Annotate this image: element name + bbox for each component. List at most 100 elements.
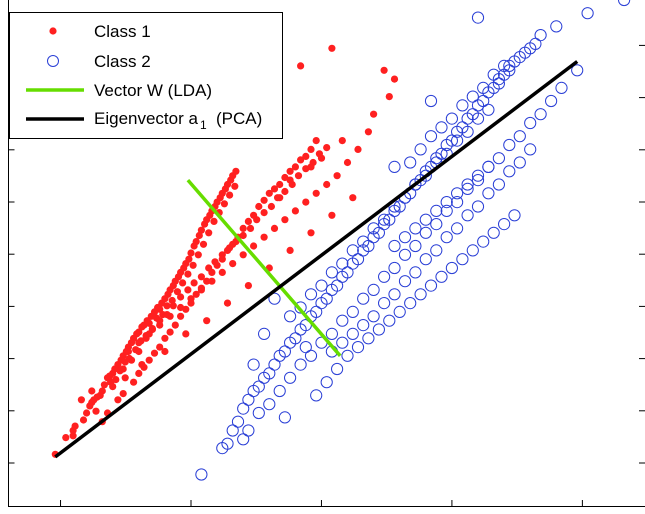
class2-point-137: [461, 178, 474, 191]
class1-point-203: [328, 211, 336, 219]
class1-point-145: [226, 244, 234, 252]
class2-point-185: [258, 327, 271, 340]
class1-point-76: [210, 217, 218, 225]
class2-point-90: [284, 310, 297, 323]
class1-point-194: [138, 361, 146, 369]
class1-point-190: [77, 396, 85, 404]
class2-point-129: [524, 143, 537, 156]
class2-point-160: [414, 288, 427, 301]
class1-point-115: [239, 224, 247, 232]
class2-point-122: [451, 222, 464, 235]
class2-point-91: [294, 301, 307, 314]
class2-point-81: [461, 182, 474, 195]
class2-point-121: [440, 231, 453, 244]
class1-point-102: [171, 321, 179, 329]
class1-point-149: [253, 216, 261, 224]
class1-point-140: [190, 279, 198, 287]
class2-point-152: [331, 362, 344, 376]
class1-point-155: [294, 172, 303, 180]
class1-point-119: [260, 196, 268, 204]
class2-point-98: [367, 222, 380, 235]
class1-point-168: [343, 158, 352, 167]
class2-point-64: [284, 371, 297, 384]
class1-point-103: [177, 312, 185, 320]
class2-point-146: [466, 90, 479, 103]
class2-point-75: [398, 248, 412, 261]
class2-point-175: [550, 20, 563, 33]
class1-point-89: [232, 167, 240, 175]
legend-class2-label: Class 2: [94, 52, 151, 71]
axes-frame: [8, 0, 645, 507]
class2-point-133: [419, 213, 432, 226]
class1-point-198: [223, 299, 232, 307]
class1-point-69: [197, 226, 205, 234]
class2-point-125: [482, 187, 495, 200]
class2-point-188: [247, 358, 260, 371]
class2-point-168: [498, 218, 511, 231]
class1-point-166: [364, 128, 372, 136]
class1-point-143: [211, 258, 219, 266]
class1-point-129: [312, 137, 320, 145]
class1-point-196: [182, 330, 190, 338]
class1-point-177: [250, 242, 258, 250]
class1-point-170: [323, 180, 331, 189]
class2-point-117: [398, 275, 412, 288]
class1-point-173: [291, 207, 299, 215]
class2-point-2: [221, 437, 234, 450]
class1-point-181: [208, 277, 216, 285]
class1-point-85: [226, 191, 234, 199]
class1-point-178: [239, 251, 247, 259]
class2-point-141: [414, 143, 427, 156]
class2-point-19: [310, 305, 323, 318]
class1-point-162: [370, 110, 378, 118]
class2-point-61: [252, 406, 265, 420]
class1-point-148: [246, 224, 255, 232]
class2-point-186: [299, 341, 312, 354]
class2-point-157: [383, 314, 396, 327]
class1-point-192: [109, 383, 117, 391]
class1-point-144: [218, 251, 226, 259]
legend: Class 1 Class 2 Vector W (LDA) Eigenvect…: [9, 12, 283, 139]
class2-point-131: [398, 231, 412, 244]
class2-point-72: [367, 283, 380, 296]
class2-point-180: [471, 11, 485, 24]
class1-point-141: [197, 273, 205, 281]
class2-point-147: [477, 81, 490, 95]
class2-point-108: [471, 112, 485, 125]
class2-point-155: [362, 332, 375, 345]
class2-point-63: [273, 384, 286, 398]
class2-point-21: [320, 292, 333, 305]
class1-point-159: [323, 144, 331, 152]
class2-point-0: [195, 468, 208, 481]
class1-point-95: [135, 369, 143, 377]
class2-point-11: [268, 358, 281, 371]
class1-point-184: [177, 303, 185, 312]
legend-class1-label: Class 1: [94, 22, 151, 41]
class2-point-5: [237, 402, 250, 415]
class2-point-10: [263, 367, 276, 380]
class2-point-159: [404, 297, 417, 310]
class1-point-193: [121, 374, 129, 382]
class1-point-118: [255, 202, 263, 211]
class2-markers: [195, 0, 631, 481]
class2-point-96: [346, 244, 359, 257]
class1-point-88: [231, 182, 239, 190]
class1-point-14: [100, 381, 108, 389]
class1-point-5: [79, 416, 88, 424]
class2-point-123: [461, 209, 474, 222]
class2-point-94: [325, 266, 338, 279]
class2-point-68: [325, 327, 338, 340]
class2-point-78: [430, 218, 443, 231]
class2-point-70: [346, 305, 359, 318]
class1-point-176: [260, 233, 268, 241]
legend-class2-marker: [47, 55, 59, 67]
class1-point-62: [185, 255, 193, 263]
class1-point-151: [267, 202, 275, 211]
class1-point-150: [260, 209, 268, 217]
class2-point-99: [378, 213, 391, 226]
class1-point-130: [119, 365, 127, 373]
class2-point-76: [409, 239, 422, 253]
class1-point-97: [145, 356, 153, 364]
class2-point-182: [424, 94, 438, 108]
class1-point-94: [130, 378, 138, 386]
